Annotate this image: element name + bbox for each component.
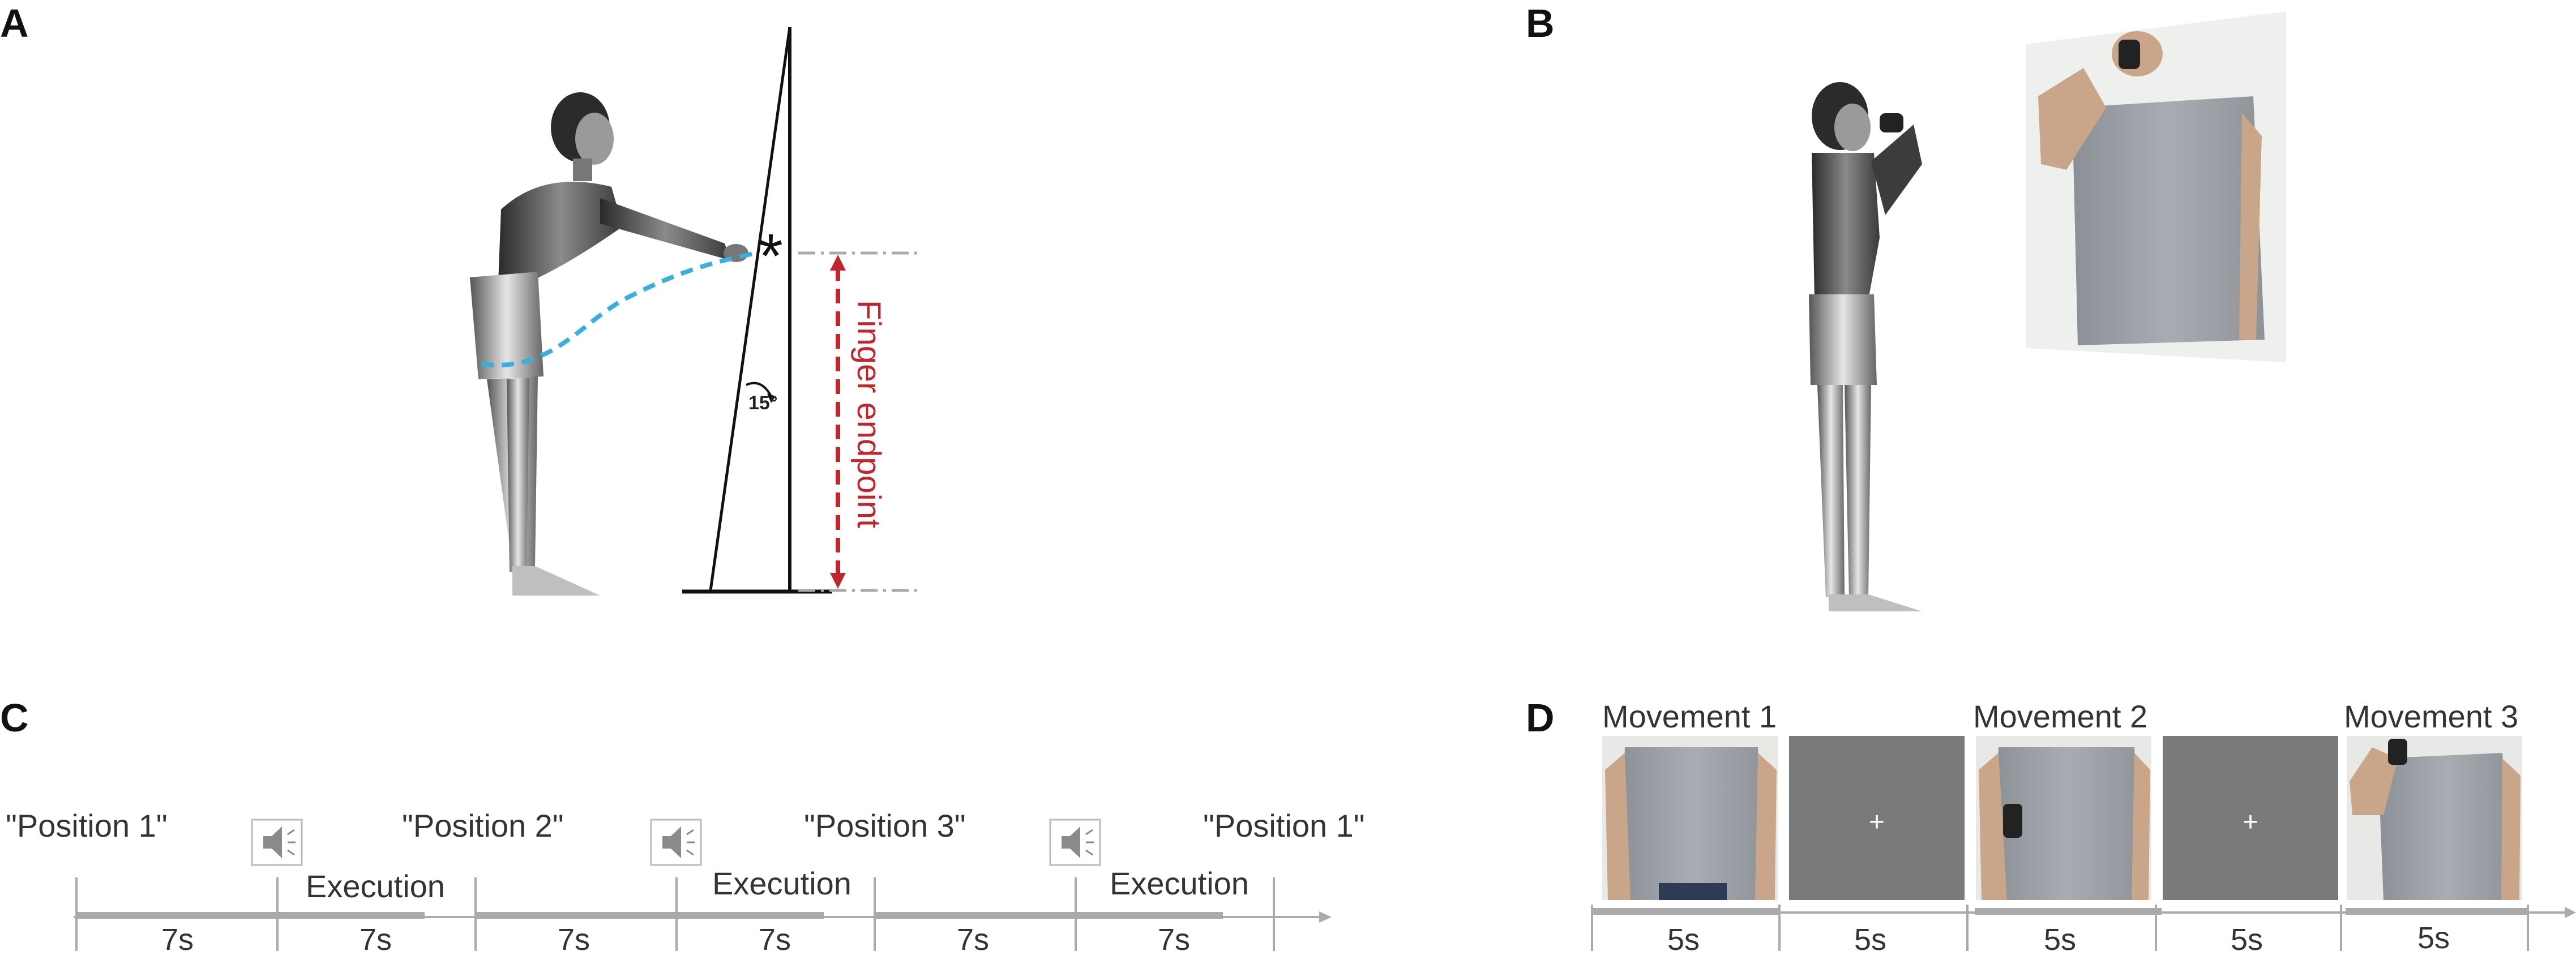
duration-label: 7s xyxy=(360,923,392,957)
panel-d: D Movement 1 Movement 2 Movement 3 + xyxy=(1526,696,2576,957)
panel-a: A * 15° xyxy=(0,1,923,596)
speaker-icon xyxy=(251,819,303,866)
angle-label: 15° xyxy=(748,392,777,414)
fixation-frame-2: + xyxy=(2163,736,2338,900)
position-label-4: "Position 1" xyxy=(1203,808,1365,843)
position-label-1: "Position 1" xyxy=(6,808,168,843)
movement-label-1: Movement 1 xyxy=(1602,699,1777,734)
panel-a-letter: A xyxy=(0,1,29,45)
position-label-2: "Position 2" xyxy=(402,808,564,843)
timeline-d xyxy=(1591,905,2576,951)
panel-c-letter: C xyxy=(0,696,29,740)
movement-label-2: Movement 2 xyxy=(1973,699,2147,734)
speaker-icon xyxy=(1049,819,1101,866)
duration-label: 5s xyxy=(2044,923,2076,957)
position-label-3: "Position 3" xyxy=(804,808,966,843)
duration-label: 5s xyxy=(2417,921,2450,955)
movement-label-3: Movement 3 xyxy=(2344,699,2518,734)
execution-label-3: Execution xyxy=(1110,866,1249,901)
fixation-cross: + xyxy=(1869,807,1885,837)
duration-label: 7s xyxy=(759,923,791,957)
duration-label: 7s xyxy=(957,923,989,957)
movement-frame-3 xyxy=(2347,736,2522,900)
duration-label: 7s xyxy=(1158,923,1190,957)
figure-drinking xyxy=(1809,82,1922,611)
movement-frame-1 xyxy=(1602,736,1778,900)
duration-label: 7s xyxy=(161,923,194,957)
vertical-board xyxy=(682,27,832,594)
finger-trajectory xyxy=(481,251,754,367)
endpoint-marker: * xyxy=(759,221,783,291)
finger-endpoint-arrow xyxy=(830,255,846,589)
panel-c: C "Position 1" "Position 2" "Position 3"… xyxy=(0,696,1365,957)
figure-reaching xyxy=(470,92,748,596)
angle-arc xyxy=(746,382,772,397)
timeline-c xyxy=(74,877,1332,951)
panel-b: B xyxy=(1526,1,2286,611)
duration-label: 5s xyxy=(2231,923,2263,957)
speaker-icon xyxy=(650,819,702,866)
duration-label: 5s xyxy=(1667,923,1700,957)
finger-endpoint-label: Finger endpoint xyxy=(850,300,887,528)
fixation-cross: + xyxy=(2243,807,2258,837)
execution-label-1: Execution xyxy=(306,868,445,904)
stimulus-photo xyxy=(2026,11,2286,362)
duration-label: 5s xyxy=(1854,923,1886,957)
movement-frame-2 xyxy=(1976,736,2151,900)
fixation-frame-1: + xyxy=(1789,736,1965,900)
panel-d-letter: D xyxy=(1526,696,1555,740)
execution-label-2: Execution xyxy=(712,866,851,901)
panel-b-letter: B xyxy=(1526,1,1555,45)
duration-label: 7s xyxy=(558,923,590,957)
